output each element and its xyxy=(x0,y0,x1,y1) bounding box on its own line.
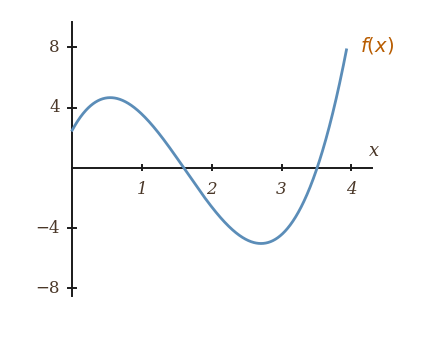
Text: −8: −8 xyxy=(35,280,60,297)
Text: 3: 3 xyxy=(276,181,286,198)
Text: x: x xyxy=(368,142,379,160)
Text: −4: −4 xyxy=(35,219,60,237)
Text: 1: 1 xyxy=(136,181,147,198)
Text: 8: 8 xyxy=(49,39,60,56)
Text: 4: 4 xyxy=(49,99,60,116)
Text: 4: 4 xyxy=(345,181,356,198)
Text: 2: 2 xyxy=(206,181,216,198)
Text: $f(x)$: $f(x)$ xyxy=(359,35,393,56)
